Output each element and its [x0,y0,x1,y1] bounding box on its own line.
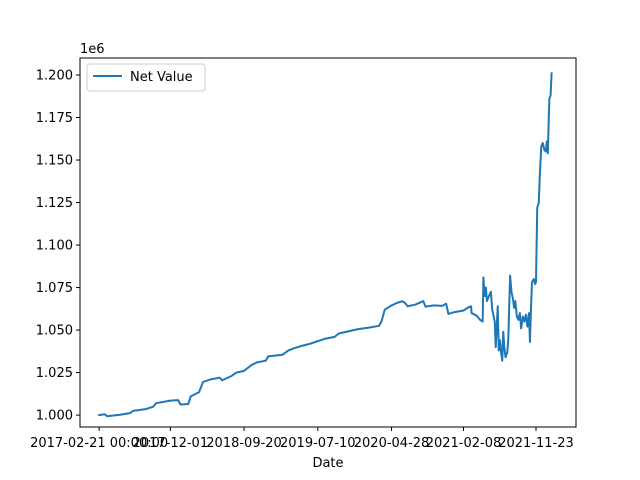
x-tick-label: 2021-02-08 [426,436,502,451]
y-tick-label: 1.100 [36,239,73,254]
y-offset-label: 1e6 [80,42,105,57]
y-tick-label: 1.150 [36,154,73,169]
x-tick-label: 2021-11-23 [498,436,574,451]
x-tick-label: 2017-12-01 [133,436,209,451]
legend: Net Value [86,63,206,92]
x-tick-label: 2020-04-28 [354,436,430,451]
x-axis-title: Date [312,456,343,471]
y-tick-label: 1.000 [36,409,73,424]
legend-box [86,63,206,92]
y-tick-label: 1.200 [36,69,73,84]
y-tick-label: 1.075 [36,281,73,296]
y-tick-label: 1.125 [36,196,73,211]
y-tick-label: 1.175 [36,111,73,126]
series-line-0 [97,72,553,418]
axes-frame [79,57,577,428]
x-tick-label: 2019-07-10 [280,436,356,451]
x-tick-label: 2017-02-21 00:00:00 [30,436,168,451]
y-tick-label: 1.050 [36,324,73,339]
x-tick-label: 2018-09-20 [206,436,282,451]
plot-area [80,58,576,427]
legend-label-net-value: Net Value [130,70,193,85]
y-tick-label: 1.025 [36,366,73,381]
